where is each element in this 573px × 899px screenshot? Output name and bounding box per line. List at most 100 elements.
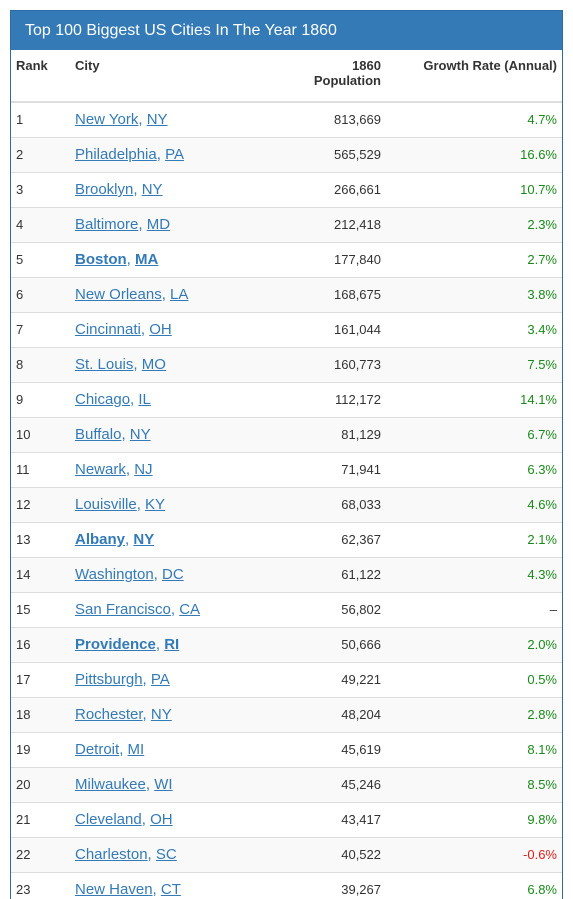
state-link[interactable]: IL: [138, 391, 151, 408]
city-cell: Baltimore, MD: [67, 207, 258, 242]
rank-cell: 21: [16, 812, 31, 827]
city-cell: San Francisco, CA: [67, 592, 258, 627]
table-row: 10 Buffalo, NY 81,129 6.7%: [11, 417, 562, 452]
state-link[interactable]: WI: [154, 776, 173, 793]
city-link[interactable]: St. Louis: [75, 356, 134, 373]
state-link[interactable]: NY: [133, 531, 155, 548]
city-cell: Rochester, NY: [67, 697, 258, 732]
table-row: 6 New Orleans, LA 168,675 3.8%: [11, 277, 562, 312]
city-link[interactable]: Brooklyn: [75, 181, 134, 198]
city-link[interactable]: Washington: [75, 566, 154, 583]
table-header-row: Rank City 1860 Population Growth Rate (A…: [11, 50, 562, 102]
rank-cell: 15: [16, 602, 31, 617]
growth-rate-cell: 4.7%: [527, 112, 557, 128]
city-link[interactable]: Newark: [75, 461, 126, 478]
table-row: 17 Pittsburgh, PA 49,221 0.5%: [11, 662, 562, 697]
city-cell: Buffalo, NY: [67, 417, 258, 452]
rank-cell: 3: [16, 182, 24, 197]
growth-rate-cell: 2.0%: [527, 637, 557, 652]
city-link[interactable]: Pittsburgh: [75, 671, 143, 688]
city-state-separator: ,: [133, 181, 142, 198]
city-link[interactable]: Buffalo: [75, 426, 122, 443]
city-link[interactable]: Charleston: [75, 846, 148, 863]
growth-rate-cell: 4.6%: [527, 497, 557, 512]
city-state-separator: ,: [141, 811, 151, 828]
state-link[interactable]: OH: [149, 321, 172, 338]
state-link[interactable]: NY: [129, 426, 151, 443]
header-population-year: 1860: [352, 58, 381, 73]
state-link[interactable]: LA: [170, 286, 189, 303]
city-cell: Boston, MA: [67, 242, 258, 277]
city-state-separator: ,: [125, 461, 135, 478]
city-link[interactable]: Albany: [75, 531, 126, 548]
state-link[interactable]: MO: [141, 356, 166, 373]
city-link[interactable]: Chicago: [75, 391, 131, 408]
city-link[interactable]: Rochester: [75, 706, 143, 723]
state-link[interactable]: CT: [160, 881, 181, 899]
population-cell: 50,666: [341, 637, 381, 652]
rank-cell: 23: [16, 882, 31, 898]
rank-cell: 13: [16, 532, 31, 547]
city-link[interactable]: Providence: [75, 636, 156, 653]
state-link[interactable]: NJ: [134, 461, 153, 478]
state-link[interactable]: RI: [164, 636, 180, 653]
city-link[interactable]: Cincinnati: [75, 321, 141, 338]
city-state-separator: ,: [155, 636, 165, 653]
city-link[interactable]: Cleveland: [75, 811, 142, 828]
growth-rate-cell: 3.8%: [527, 287, 557, 302]
city-link[interactable]: Milwaukee: [75, 776, 146, 793]
city-link[interactable]: New Orleans: [75, 286, 162, 303]
state-link[interactable]: NY: [146, 111, 168, 129]
rank-cell: 6: [16, 287, 24, 302]
table-row: 23 New Haven, CT 39,267 6.8%: [11, 872, 562, 899]
population-cell: 161,044: [334, 322, 381, 337]
state-link[interactable]: PA: [165, 146, 184, 163]
growth-rate-cell: 0.5%: [527, 672, 557, 687]
city-state-separator: ,: [152, 881, 161, 899]
rank-cell: 17: [16, 672, 31, 687]
city-cell: Washington, DC: [67, 557, 258, 592]
table-row: 18 Rochester, NY 48,204 2.8%: [11, 697, 562, 732]
cities-panel: Top 100 Biggest US Cities In The Year 18…: [10, 10, 563, 899]
rank-cell: 4: [16, 217, 24, 232]
population-cell: 45,619: [341, 742, 381, 757]
cities-table: Rank City 1860 Population Growth Rate (A…: [11, 50, 562, 899]
growth-rate-cell: 2.8%: [527, 707, 557, 722]
state-link[interactable]: SC: [155, 846, 177, 863]
population-cell: 71,941: [341, 462, 381, 477]
city-cell: Brooklyn, NY: [67, 172, 258, 207]
state-link[interactable]: CA: [179, 601, 201, 618]
city-link[interactable]: Louisville: [75, 496, 137, 513]
state-link[interactable]: OH: [150, 811, 173, 828]
city-state-separator: ,: [125, 531, 134, 548]
rank-cell: 11: [16, 462, 30, 477]
table-row: 19 Detroit, MI 45,619 8.1%: [11, 732, 562, 767]
state-link[interactable]: MI: [127, 741, 145, 758]
state-link[interactable]: PA: [150, 671, 170, 688]
city-link[interactable]: San Francisco: [75, 601, 171, 618]
state-link[interactable]: NY: [150, 706, 172, 723]
city-link[interactable]: Baltimore: [75, 216, 139, 233]
table-row: 1 New York, NY 813,669 4.7%: [11, 102, 562, 137]
state-link[interactable]: NY: [141, 181, 163, 198]
state-link[interactable]: DC: [162, 566, 184, 583]
city-state-separator: ,: [133, 356, 142, 373]
city-link[interactable]: New Haven: [75, 881, 153, 899]
city-link[interactable]: New York: [75, 111, 139, 129]
population-cell: 61,122: [341, 567, 381, 582]
city-cell: Philadelphia, PA: [67, 137, 258, 172]
state-link[interactable]: MD: [146, 216, 171, 233]
city-state-separator: ,: [142, 706, 151, 723]
table-row: 8 St. Louis, MO 160,773 7.5%: [11, 347, 562, 382]
city-link[interactable]: Philadelphia: [75, 146, 157, 163]
city-cell: Cleveland, OH: [67, 802, 258, 837]
header-city: City: [75, 58, 100, 73]
city-link[interactable]: Boston: [75, 251, 127, 268]
city-link[interactable]: Detroit: [75, 741, 120, 758]
state-link[interactable]: KY: [145, 496, 166, 513]
state-link[interactable]: MA: [135, 251, 159, 268]
population-cell: 45,246: [341, 777, 381, 792]
rank-cell: 5: [16, 252, 24, 267]
city-state-separator: ,: [142, 671, 151, 688]
rank-cell: 16: [16, 637, 31, 652]
